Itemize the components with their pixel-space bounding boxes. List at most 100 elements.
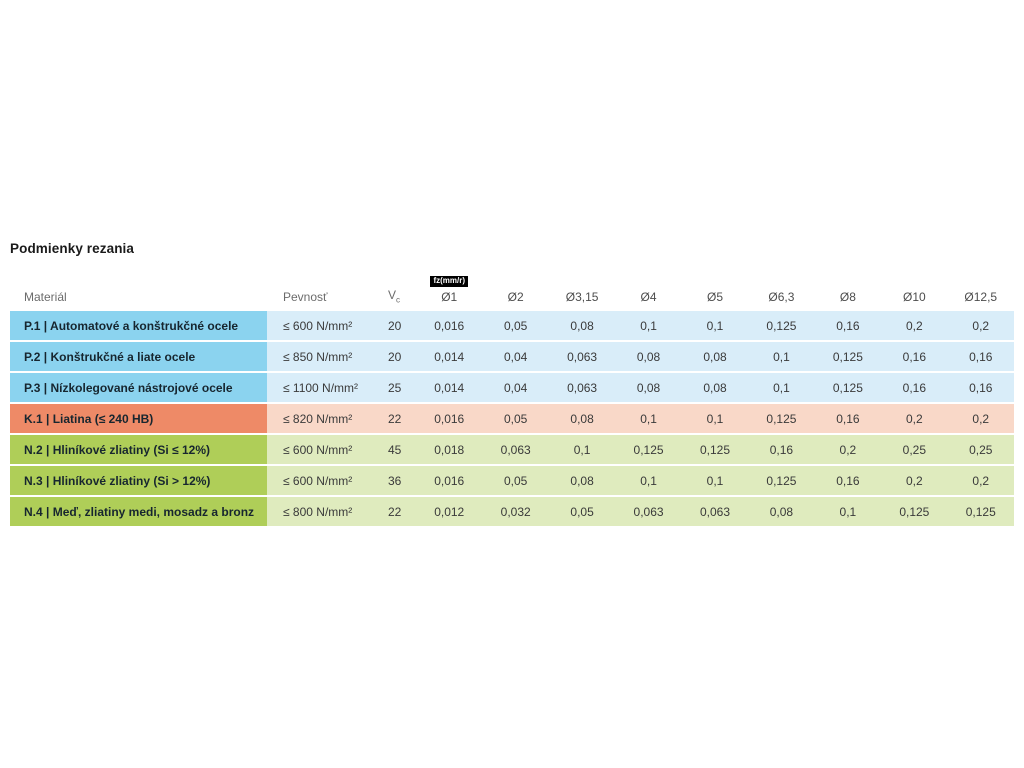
feed-cell: 0,016 bbox=[416, 311, 483, 340]
vc-cell: 22 bbox=[372, 404, 416, 433]
material-cell: N.3 | Hliníkové zliatiny (Si > 12%) bbox=[10, 466, 267, 495]
vc-cell: 20 bbox=[372, 342, 416, 371]
feed-cell: 0,063 bbox=[548, 373, 616, 402]
table-row: P.3 | Nízkolegované nástrojové ocele ≤ 1… bbox=[10, 373, 1014, 402]
feed-cell: 0,08 bbox=[548, 466, 616, 495]
col-header-diameter-7: Ø8 bbox=[839, 290, 856, 304]
page-title: Podmienky rezania bbox=[10, 241, 134, 256]
feed-cell: 0,2 bbox=[947, 311, 1014, 340]
feed-cell: 0,1 bbox=[681, 466, 749, 495]
col-header-diameter-5: Ø5 bbox=[706, 290, 723, 304]
table-header-row: Materiál Pevnosť Vc fz(mm/r) Ø1 Ø2 Ø3,15… bbox=[10, 265, 1014, 311]
col-header-diameter-6: Ø6,3 bbox=[768, 290, 795, 304]
vc-cell: 20 bbox=[372, 311, 416, 340]
feed-cell: 0,05 bbox=[482, 311, 549, 340]
feed-cell: 0,05 bbox=[548, 497, 616, 526]
col-header-strength: Pevnosť bbox=[283, 290, 328, 304]
col-header-diameter-3: Ø3,15 bbox=[565, 290, 599, 304]
vc-cell: 22 bbox=[372, 497, 416, 526]
col-header-diameter-1: fz(mm/r) Ø1 bbox=[416, 276, 482, 311]
col-header-diameter-8: Ø10 bbox=[902, 290, 926, 304]
col-header-vc: Vc bbox=[372, 288, 416, 311]
feed-cell: 0,016 bbox=[416, 404, 483, 433]
vc-symbol: V bbox=[388, 287, 397, 302]
feed-cell: 0,16 bbox=[814, 466, 882, 495]
feed-cell: 0,014 bbox=[416, 373, 483, 402]
feed-cell: 0,05 bbox=[482, 404, 549, 433]
material-cell: N.2 | Hliníkové zliatiny (Si ≤ 12%) bbox=[10, 435, 267, 464]
feed-cell: 0,16 bbox=[947, 373, 1014, 402]
col-header-diameter-2: Ø2 bbox=[507, 290, 524, 304]
feed-cell: 0,125 bbox=[814, 373, 882, 402]
feed-cell: 0,08 bbox=[681, 342, 749, 371]
feed-cell: 0,16 bbox=[748, 435, 815, 464]
feed-cell: 0,063 bbox=[548, 342, 616, 371]
feed-cell: 0,08 bbox=[548, 311, 616, 340]
strength-cell: ≤ 800 N/mm² bbox=[267, 497, 372, 526]
feed-cell: 0,125 bbox=[814, 342, 882, 371]
strength-cell: ≤ 600 N/mm² bbox=[267, 311, 372, 340]
vc-cell: 36 bbox=[372, 466, 416, 495]
material-cell: K.1 | Liatina (≤ 240 HB) bbox=[10, 404, 267, 433]
feed-cell: 0,05 bbox=[482, 466, 549, 495]
table-row: N.2 | Hliníkové zliatiny (Si ≤ 12%) ≤ 60… bbox=[10, 435, 1014, 464]
feed-cell: 0,2 bbox=[947, 466, 1014, 495]
table-row: N.3 | Hliníkové zliatiny (Si > 12%) ≤ 60… bbox=[10, 466, 1014, 495]
feed-cell: 0,2 bbox=[814, 435, 882, 464]
feed-cell: 0,125 bbox=[748, 311, 815, 340]
feed-cell: 0,2 bbox=[881, 404, 948, 433]
feed-cell: 0,1 bbox=[548, 435, 616, 464]
feed-cell: 0,1 bbox=[615, 466, 682, 495]
feed-cell: 0,1 bbox=[681, 311, 749, 340]
strength-cell: ≤ 1100 N/mm² bbox=[267, 373, 372, 402]
feed-cell: 0,16 bbox=[814, 311, 882, 340]
feed-cell: 0,2 bbox=[881, 466, 948, 495]
feed-cell: 0,1 bbox=[615, 311, 682, 340]
feed-cell: 0,08 bbox=[681, 373, 749, 402]
material-cell: P.2 | Konštrukčné a liate ocele bbox=[10, 342, 267, 371]
strength-cell: ≤ 820 N/mm² bbox=[267, 404, 372, 433]
material-cell: N.4 | Meď, zliatiny medi, mosadz a bronz bbox=[10, 497, 267, 526]
feed-cell: 0,063 bbox=[681, 497, 749, 526]
diameter-label: Ø1 bbox=[441, 290, 458, 304]
table-row: N.4 | Meď, zliatiny medi, mosadz a bronz… bbox=[10, 497, 1014, 526]
vc-subscript: c bbox=[396, 295, 401, 304]
feed-cell: 0,125 bbox=[881, 497, 948, 526]
feed-cell: 0,014 bbox=[416, 342, 483, 371]
feed-cell: 0,08 bbox=[548, 404, 616, 433]
feed-cell: 0,1 bbox=[748, 373, 815, 402]
feed-cell: 0,2 bbox=[947, 404, 1014, 433]
feed-cell: 0,16 bbox=[881, 373, 948, 402]
feed-cell: 0,25 bbox=[947, 435, 1014, 464]
feed-cell: 0,08 bbox=[615, 342, 682, 371]
feed-cell: 0,08 bbox=[615, 373, 682, 402]
feed-cell: 0,25 bbox=[881, 435, 948, 464]
feed-cell: 0,063 bbox=[615, 497, 682, 526]
feed-cell: 0,125 bbox=[615, 435, 682, 464]
strength-cell: ≤ 850 N/mm² bbox=[267, 342, 372, 371]
feed-cell: 0,16 bbox=[881, 342, 948, 371]
table-row: P.2 | Konštrukčné a liate ocele ≤ 850 N/… bbox=[10, 342, 1014, 371]
feed-cell: 0,16 bbox=[814, 404, 882, 433]
feed-cell: 0,1 bbox=[814, 497, 882, 526]
col-header-diameter-9: Ø12,5 bbox=[964, 290, 998, 304]
feed-cell: 0,04 bbox=[482, 342, 549, 371]
feed-cell: 0,1 bbox=[748, 342, 815, 371]
feed-cell: 0,2 bbox=[881, 311, 948, 340]
material-cell: P.3 | Nízkolegované nástrojové ocele bbox=[10, 373, 267, 402]
material-cell: P.1 | Automatové a konštrukčné ocele bbox=[10, 311, 267, 340]
strength-cell: ≤ 600 N/mm² bbox=[267, 435, 372, 464]
strength-cell: ≤ 600 N/mm² bbox=[267, 466, 372, 495]
feed-cell: 0,063 bbox=[482, 435, 549, 464]
feed-cell: 0,125 bbox=[681, 435, 749, 464]
feed-cell: 0,125 bbox=[748, 466, 815, 495]
feed-cell: 0,1 bbox=[615, 404, 682, 433]
feed-cell: 0,016 bbox=[416, 466, 483, 495]
feed-cell: 0,16 bbox=[947, 342, 1014, 371]
feed-cell: 0,04 bbox=[482, 373, 549, 402]
feed-cell: 0,012 bbox=[416, 497, 483, 526]
vc-cell: 25 bbox=[372, 373, 416, 402]
feed-cell: 0,125 bbox=[748, 404, 815, 433]
table-row: P.1 | Automatové a konštrukčné ocele ≤ 6… bbox=[10, 311, 1014, 340]
feed-unit-badge: fz(mm/r) bbox=[430, 276, 468, 287]
